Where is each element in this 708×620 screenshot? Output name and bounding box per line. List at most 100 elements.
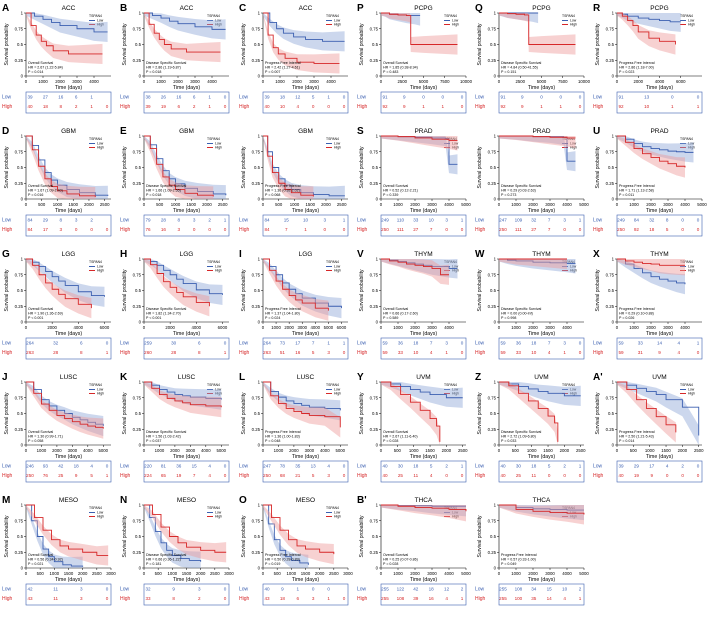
low-survival-curve (144, 504, 202, 562)
risk-high-count: 224 (144, 473, 152, 478)
risk-high-count: 8 (198, 350, 201, 355)
legend-high-label: High (215, 515, 222, 519)
risk-high-count: 7 (285, 227, 288, 232)
legend-title: TSPAN4 (89, 14, 102, 18)
risk-high-count: 4 (430, 473, 433, 478)
risk-high-count: 0 (697, 227, 700, 232)
risk-high-count: 4 (563, 596, 566, 601)
risk-high-count: 5 (312, 350, 315, 355)
x-tick-label: 500 (394, 448, 402, 453)
legend-low-label: Low (688, 142, 695, 146)
risk-low-count: 0 (312, 587, 315, 592)
panel-letter: A' (593, 372, 603, 383)
high-survival-curve (381, 381, 441, 442)
low-survival-curve (617, 135, 694, 153)
panel-title: PRAD (532, 128, 550, 135)
risk-low-label: Low (2, 95, 12, 101)
panel-letter: E (120, 126, 127, 137)
risk-high-count: 18 (43, 104, 49, 109)
y-tick-label: 0.75 (252, 518, 261, 523)
risk-low-count: 13 (311, 464, 317, 469)
x-tick-label: 2000 (410, 325, 420, 330)
risk-low-label: Low (593, 464, 603, 470)
x-tick-label: 1500 (68, 202, 78, 207)
legend-low-label: Low (452, 511, 459, 515)
risk-low-count: 81 (161, 464, 167, 469)
legend-low-label: Low (570, 19, 577, 23)
km-panel-k: K LUSC 0 0.25 0.5 0.75 1 0 1000 2000 3000 4000 5000 T… (120, 372, 230, 483)
x-axis-label: Time (days) (410, 331, 437, 337)
x-tick-label: 500 (275, 202, 283, 207)
legend-low-label: Low (688, 388, 695, 392)
low-ci-band (617, 382, 699, 445)
x-tick-label: 0 (143, 79, 146, 84)
x-axis-label: Time (days) (410, 208, 437, 214)
y-tick-label: 0.25 (488, 550, 497, 555)
y-tick-label: 1 (494, 380, 497, 385)
x-tick-label: 2000 (47, 325, 57, 330)
risk-high-count: 51 (280, 350, 286, 355)
high-ci-band (263, 13, 340, 74)
y-tick-label: 0.25 (252, 550, 261, 555)
risk-high-count: 9 (75, 473, 78, 478)
risk-high-label: High (357, 473, 368, 479)
x-tick-label: 1000 (393, 325, 403, 330)
x-tick-label: 2000 (170, 448, 180, 453)
risk-low-count: 15 (284, 218, 290, 223)
x-tick-label: 5000 (461, 571, 471, 576)
risk-high-count: 3 (312, 596, 315, 601)
x-tick-label: 3000 (305, 448, 315, 453)
low-survival-curve (617, 258, 686, 285)
risk-low-count: 1 (461, 218, 464, 223)
risk-low-count: 1 (579, 464, 582, 469)
risk-low-count: 18 (531, 341, 537, 346)
stat-type: Disease Specific Survival (146, 553, 187, 557)
y-tick-label: 0 (494, 197, 497, 202)
y-tick-label: 0.75 (606, 149, 615, 154)
x-tick-label: 5000 (579, 571, 589, 576)
risk-low-count: 93 (43, 464, 49, 469)
risk-high-count: 0 (343, 350, 346, 355)
stat-p: P = 0.018 (146, 193, 161, 197)
risk-low-count: 36 (516, 341, 522, 346)
risk-high-count: 9 (403, 104, 406, 109)
risk-low-label: Low (593, 95, 603, 101)
y-tick-label: 0.5 (254, 165, 261, 170)
risk-high-count: 0 (323, 227, 326, 232)
risk-high-label: High (2, 473, 13, 479)
risk-low-count: 259 (144, 341, 152, 346)
x-tick-label: 4000 (680, 202, 690, 207)
risk-high-count: 7 (430, 227, 433, 232)
risk-table-box (143, 583, 230, 606)
y-tick-label: 0 (376, 320, 379, 325)
x-tick-label: 0 (262, 79, 265, 84)
y-axis-label: Survival probability (359, 392, 365, 434)
risk-table-box (262, 337, 349, 360)
y-tick-label: 0 (494, 566, 497, 571)
panel-title: GBM (298, 128, 313, 135)
stat-hr: HR = 0.29 (0.03-2.63) (501, 189, 536, 193)
risk-low-count: 0 (559, 95, 562, 100)
risk-high-count: 0 (224, 596, 227, 601)
stat-p: P = 0.181 (146, 562, 161, 566)
stat-type: Disease Specific Survival (146, 430, 187, 434)
risk-high-label: High (475, 227, 486, 233)
low-ci-band (263, 13, 345, 52)
risk-low-label: Low (475, 218, 485, 224)
low-survival-curve (263, 504, 309, 565)
low-ci-band (381, 382, 463, 408)
x-tick-label: 500 (630, 448, 638, 453)
risk-high-count: 250 (499, 227, 507, 232)
x-tick-label: 1000 (511, 202, 521, 207)
stat-type: Disease Specific Survival (501, 184, 542, 188)
risk-high-count: 19 (161, 104, 167, 109)
y-tick-label: 0.75 (370, 272, 379, 277)
x-tick-label: 1500 (186, 202, 196, 207)
risk-low-count: 26 (161, 95, 167, 100)
risk-table-box (380, 583, 467, 606)
panel-letter: S (357, 126, 364, 137)
legend-title: TSPAN4 (444, 14, 457, 18)
risk-high-count: 17 (43, 227, 49, 232)
